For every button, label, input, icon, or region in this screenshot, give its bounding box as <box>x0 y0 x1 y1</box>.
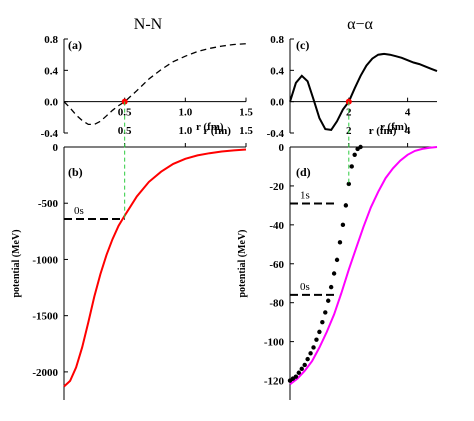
y-tick-label: 0.0 <box>270 97 284 109</box>
data-point <box>302 362 307 368</box>
data-point <box>299 366 304 372</box>
data-point <box>346 181 351 187</box>
data-point <box>314 337 319 342</box>
y-axis-title: potential (MeV) <box>237 229 248 297</box>
top-x-label: r (fm) <box>369 125 397 137</box>
panel-label: (d) <box>296 165 311 179</box>
y-tick-label: 0.8 <box>44 34 58 46</box>
data-point <box>352 152 357 157</box>
level-label: 1s <box>300 189 310 201</box>
data-point <box>311 345 316 350</box>
node-guide-lines <box>124 101 350 219</box>
data-point <box>340 222 346 228</box>
top-x-label: 4 <box>405 125 411 137</box>
level-label: 0s <box>300 281 310 293</box>
x-tick-label: 1.5 <box>239 107 253 119</box>
y-tick-label: 0.4 <box>270 65 284 77</box>
series-line-0 <box>289 52 438 131</box>
y-tick-label: -60 <box>269 259 284 271</box>
x-tick-label: 1.0 <box>178 107 192 119</box>
y-tick-label: -2000 <box>32 367 58 379</box>
y-tick-label: -40 <box>269 220 284 232</box>
y-axis-title: potential (MeV) <box>11 229 22 297</box>
y-tick-label: 0.4 <box>44 65 58 77</box>
data-point <box>305 356 310 362</box>
x-tick-label: 4 <box>405 107 411 119</box>
column-title-nn: N-N <box>134 16 163 33</box>
data-point <box>323 310 328 315</box>
panel-label: (b) <box>68 165 83 179</box>
y-tick-label: -0.4 <box>41 128 59 140</box>
y-tick-label: 0.0 <box>44 97 58 109</box>
y-tick-label: -1000 <box>32 254 58 266</box>
series-line-0 <box>289 146 438 386</box>
column-title-alpha-alpha: α−α <box>347 16 373 33</box>
data-point <box>317 329 322 335</box>
panel-d: 0-20-40-60-80-100-1202r (fm)4(d)potentia… <box>237 125 438 400</box>
y-tick-label: -120 <box>264 376 285 388</box>
data-point <box>358 144 363 150</box>
data-point <box>320 319 325 325</box>
top-x-label: 1.0 <box>178 125 192 137</box>
data-point <box>293 374 299 379</box>
y-tick-label: -20 <box>269 181 284 193</box>
panel-label: (a) <box>68 38 82 52</box>
y-tick-label: -100 <box>264 337 285 349</box>
x-axis-label: r (fm) <box>196 121 224 133</box>
y-tick-label: -0.4 <box>267 128 285 140</box>
data-point <box>326 298 331 303</box>
series-line-0 <box>63 148 247 388</box>
x-axis-label: r (fm) <box>380 121 408 133</box>
series-line-0 <box>63 43 247 126</box>
panel-c: -0.40.00.40.824r (fm)(c) <box>267 34 438 140</box>
data-point <box>349 164 354 169</box>
level-label: 0s <box>74 205 84 217</box>
data-point <box>328 284 334 290</box>
data-point <box>337 240 343 245</box>
data-point <box>331 271 337 276</box>
top-x-label: 1.5 <box>239 125 253 137</box>
data-point <box>334 257 340 263</box>
y-tick-label: -500 <box>38 198 59 210</box>
y-tick-label: 0 <box>53 142 59 154</box>
y-tick-label: -80 <box>269 298 284 310</box>
panel-label: (c) <box>296 38 309 52</box>
data-point <box>343 203 349 208</box>
top-x-label: r (fm) <box>203 125 231 137</box>
y-tick-label: 0.8 <box>270 34 284 46</box>
data-point <box>308 351 313 356</box>
data-point <box>296 370 302 375</box>
y-tick-label: -1500 <box>32 311 58 323</box>
y-tick-label: 0 <box>279 142 285 154</box>
